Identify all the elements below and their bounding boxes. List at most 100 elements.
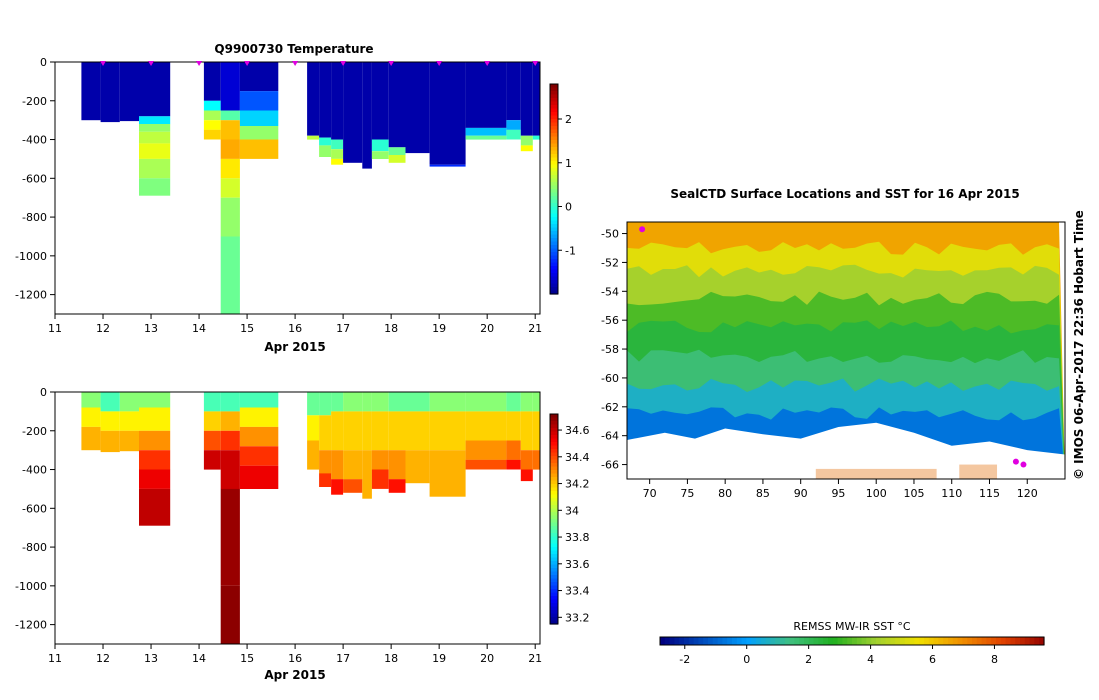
colorbar-step	[890, 637, 896, 645]
colorbar-step	[550, 87, 558, 92]
profile-cell	[139, 407, 171, 431]
colorbar-tick-label: 33.2	[565, 611, 590, 624]
profile-cell	[239, 91, 279, 111]
colorbar-step	[550, 596, 558, 601]
x-tick-label: 20	[480, 322, 494, 335]
colorbar-step	[952, 637, 959, 645]
colorbar-step	[948, 637, 954, 645]
colorbar-step	[550, 494, 558, 499]
profile-marker	[196, 61, 203, 66]
colorbar-step	[861, 637, 867, 645]
colorbar-step	[550, 582, 558, 587]
profile-cell	[220, 392, 240, 412]
ctd-location-marker	[1020, 461, 1027, 468]
profile-cell	[506, 459, 521, 470]
colorbar-step	[703, 637, 709, 645]
colorbar-tick-label: 2	[805, 653, 812, 666]
colorbar-step	[693, 637, 699, 645]
colorbar-step	[550, 501, 558, 506]
colorbar-step	[550, 105, 558, 110]
colorbar-step	[550, 115, 558, 120]
colorbar-step	[660, 637, 666, 645]
colorbar-step	[914, 637, 920, 645]
colorbar-step	[550, 108, 558, 113]
colorbar-frame	[659, 636, 1045, 646]
profile-cell	[139, 158, 171, 179]
colorbar-step	[550, 449, 558, 454]
profile-cell	[307, 440, 320, 470]
profile-cell	[362, 411, 372, 451]
colorbar-step	[550, 248, 558, 253]
colorbar-tick-label: 0	[565, 201, 572, 214]
x-tick-label: 80	[718, 487, 732, 500]
colorbar-frame	[549, 83, 559, 295]
colorbar-step	[550, 610, 558, 615]
profile-cell	[388, 62, 406, 148]
colorbar-step	[550, 220, 558, 225]
colorbar-step	[751, 637, 757, 645]
profile-cell	[371, 151, 389, 159]
colorbar-tick-label: 8	[991, 653, 998, 666]
colorbar-step	[866, 637, 872, 645]
profile-cell	[239, 446, 279, 466]
sst-colorbar: -2 0 2 4 6 8	[659, 636, 1045, 666]
colorbar-step	[550, 280, 558, 285]
colorbar-step	[736, 637, 743, 645]
profile-cell	[139, 488, 171, 526]
colorbar-tick-label: 33.8	[565, 531, 590, 544]
colorbar-step	[1005, 637, 1011, 645]
colorbar-step	[698, 637, 704, 645]
profile-cell	[100, 411, 120, 431]
profile-cell	[429, 450, 466, 497]
colorbar-step	[770, 637, 776, 645]
profile-cell	[331, 139, 344, 150]
colorbar-tick-label: -1	[565, 244, 576, 257]
profile-cell	[319, 473, 332, 487]
profile-cell	[239, 110, 279, 126]
land-patch	[815, 468, 937, 479]
colorbar-step	[550, 203, 558, 208]
colorbar-step	[550, 487, 558, 492]
sst-map-panel: SealCTD Surface Locations and SST for 16…	[601, 187, 1086, 666]
colorbar-step	[919, 637, 925, 645]
profile-cell	[203, 110, 221, 121]
colorbar-step	[550, 199, 558, 204]
colorbar-step	[746, 637, 752, 645]
colorbar-step	[550, 554, 558, 559]
profile-marker	[388, 61, 395, 66]
profile-cell	[388, 155, 406, 163]
profile-cell	[307, 415, 320, 441]
profile-cell	[532, 62, 540, 136]
colorbar-step	[1020, 637, 1026, 645]
colorbar-step	[550, 157, 558, 162]
y-tick-label: -600	[22, 172, 47, 185]
y-tick-label: -50	[601, 228, 619, 241]
profile-cell	[465, 127, 507, 136]
colorbar-step	[550, 519, 558, 524]
colorbar-step	[674, 637, 680, 645]
colorbar-step	[550, 536, 558, 541]
ctd-location-marker	[639, 226, 646, 233]
profile-cell	[520, 62, 533, 136]
colorbar-step	[550, 421, 558, 426]
colorbar-step	[550, 477, 558, 482]
y-tick-label: -400	[22, 464, 47, 477]
profile-cell	[239, 407, 279, 427]
y-tick-label: -66	[601, 459, 619, 472]
colorbar-step	[722, 637, 728, 645]
profile-cell	[307, 135, 320, 140]
colorbar-step	[1029, 637, 1035, 645]
colorbar-step	[550, 164, 558, 169]
colorbar-step	[550, 266, 558, 271]
profile-cell	[220, 178, 240, 198]
profile-cell	[465, 440, 507, 460]
colorbar-step	[808, 637, 815, 645]
colorbar-step	[550, 269, 558, 274]
colorbar-step	[550, 575, 558, 580]
colorbar-step	[550, 463, 558, 468]
profile-cell	[139, 469, 171, 489]
profile-cell	[388, 450, 406, 480]
y-tick-label: -200	[22, 425, 47, 438]
profile-cell	[343, 479, 363, 493]
